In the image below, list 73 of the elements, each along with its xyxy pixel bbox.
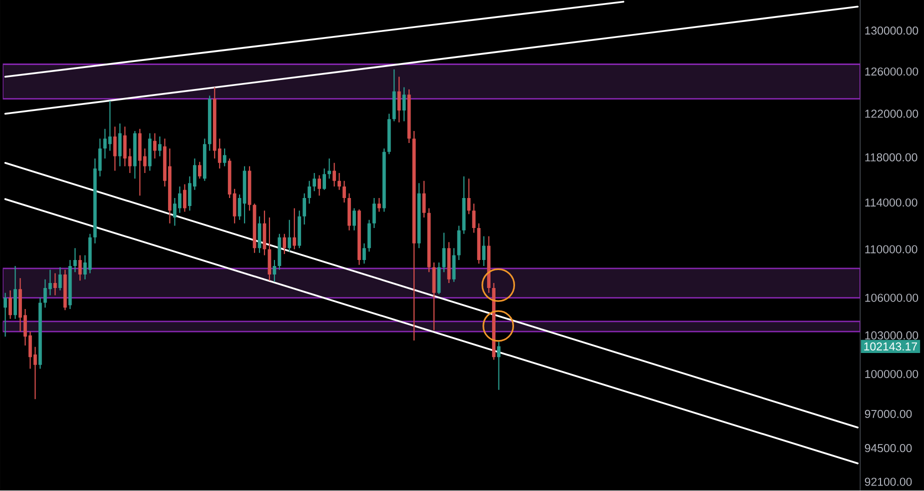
- candlestick: [4, 293, 7, 337]
- y-tick-label: 92100.00: [864, 478, 912, 486]
- candlestick: [442, 232, 446, 272]
- candlestick: [457, 226, 461, 260]
- candlestick: [63, 270, 67, 310]
- candlestick: [462, 176, 466, 234]
- candlestick: [302, 194, 306, 225]
- candlestick: [278, 234, 282, 270]
- y-tick-label: 110000.00: [865, 245, 918, 254]
- candlestick: [153, 133, 157, 159]
- candlestick: [497, 342, 500, 390]
- candlestick: [367, 220, 371, 252]
- candlestick: [202, 138, 206, 182]
- candlestick: [298, 210, 302, 248]
- candlestick: [328, 158, 331, 179]
- candlestick: [352, 208, 356, 231]
- candlestick: [292, 208, 296, 250]
- candlestick: [348, 194, 351, 231]
- candlestick: [208, 96, 212, 151]
- candlestick: [487, 236, 490, 294]
- candlestick: [397, 76, 401, 123]
- candlestick: [358, 210, 361, 266]
- y-tick-label: 122000.00: [865, 110, 918, 118]
- candlestick: [492, 283, 496, 360]
- y-tick-label: 130000.00: [865, 26, 918, 35]
- y-tick-label: 103000.00: [865, 332, 918, 340]
- candlestick: [372, 198, 376, 228]
- candlestick: [362, 244, 366, 264]
- candlestick: [272, 260, 276, 282]
- candlestick: [342, 181, 346, 203]
- candlestick: [467, 178, 471, 214]
- candlestick: [322, 168, 326, 190]
- candlestick: [387, 114, 391, 154]
- y-tick-label: 94500.00: [864, 444, 912, 452]
- candlestick: [222, 148, 226, 167]
- y-tick-label: 106000.00: [865, 294, 918, 302]
- candlestick: [103, 129, 107, 159]
- candlestick: [118, 124, 122, 167]
- candlestick: [338, 173, 341, 190]
- y-tick-label: 118000.00: [865, 154, 918, 162]
- candlestick: [53, 274, 57, 296]
- candlestick: [472, 204, 476, 233]
- candlestick: [58, 268, 62, 291]
- candlestick: [318, 175, 322, 196]
- candlestick: [158, 136, 162, 156]
- candlestick: [38, 298, 42, 370]
- candlestick: [308, 181, 312, 204]
- candlestick: [332, 163, 336, 187]
- candlestick: [312, 173, 316, 192]
- candlestick: [392, 70, 396, 122]
- candlestick: [402, 87, 406, 122]
- candlestick: [148, 133, 152, 171]
- candlestick: [477, 224, 481, 264]
- candlestick: [382, 148, 386, 212]
- candlestick: [198, 162, 202, 179]
- candlestick: [183, 184, 186, 212]
- candlestick: [288, 220, 292, 252]
- candlestick: [108, 101, 112, 151]
- candlestick: [282, 234, 286, 254]
- candlestick: [452, 248, 456, 282]
- candlestick: [447, 242, 451, 284]
- candlestick: [377, 198, 381, 212]
- candlestick: [482, 236, 486, 266]
- text: 102143.17: [864, 342, 917, 351]
- candlestick: [14, 266, 17, 320]
- y-tick-label: 100000.00: [865, 370, 918, 378]
- y-tick-label: 114000.00: [865, 198, 918, 207]
- y-tick-label: 97000.00: [864, 410, 912, 418]
- candlestick: [68, 260, 72, 310]
- candlestick: [133, 131, 137, 179]
- candlestick: [113, 126, 117, 171]
- candlestick: [8, 290, 12, 320]
- y-tick-label: 126000.00: [865, 68, 918, 76]
